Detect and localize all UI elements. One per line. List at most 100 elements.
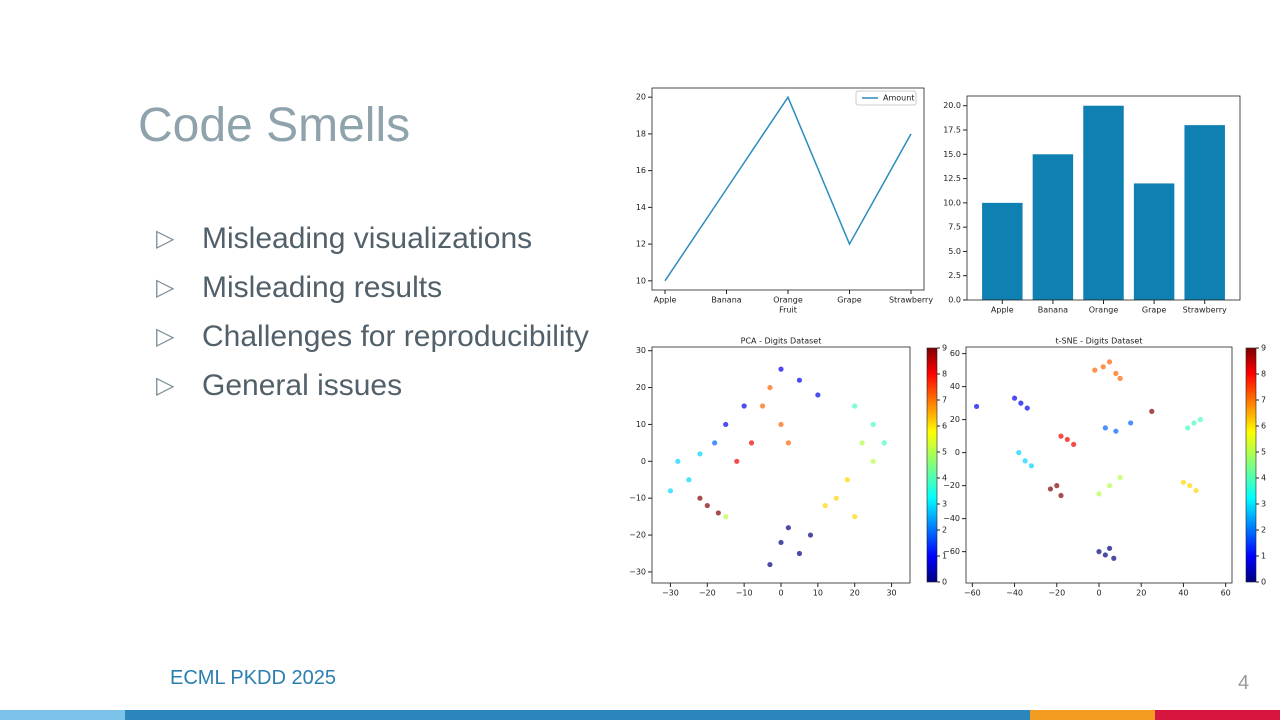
scatter-point bbox=[1016, 450, 1022, 456]
colorbar-tick-label: 6 bbox=[942, 422, 947, 431]
x-tick-label: Apple bbox=[654, 296, 677, 305]
scatter-point bbox=[748, 440, 755, 446]
x-tick-label: 0 bbox=[778, 589, 783, 598]
scatter-point bbox=[807, 532, 814, 538]
colorbar-tick-label: 0 bbox=[942, 578, 947, 587]
scatter-point bbox=[697, 451, 703, 457]
x-tick-label: 0 bbox=[1096, 589, 1101, 598]
scatter-point bbox=[723, 514, 729, 520]
x-tick-label: 30 bbox=[886, 589, 896, 598]
y-tick-label: −60 bbox=[943, 547, 960, 556]
legend-label: Amount bbox=[883, 94, 914, 103]
x-tick-label: −20 bbox=[1048, 589, 1065, 598]
colorbar-tick-label: 5 bbox=[1261, 448, 1266, 457]
x-tick-label: −60 bbox=[964, 589, 981, 598]
y-tick-label: 0 bbox=[641, 457, 646, 466]
colorbar-tick-label: 2 bbox=[1261, 526, 1266, 535]
scatter-point bbox=[1180, 479, 1187, 485]
scatter-point bbox=[852, 514, 858, 520]
colorbar-tick-label: 3 bbox=[942, 500, 947, 509]
bullet: ▷ Misleading visualizations bbox=[156, 221, 533, 255]
scatter-point bbox=[1096, 549, 1102, 555]
scatter-point bbox=[844, 477, 850, 483]
scatter-point bbox=[1193, 487, 1199, 494]
scatter-point bbox=[1106, 545, 1113, 551]
y-tick-label: −20 bbox=[943, 481, 960, 490]
scatter-point bbox=[767, 384, 773, 391]
footer-bar bbox=[1030, 710, 1155, 720]
scatter-point bbox=[759, 403, 766, 409]
y-tick-label: −20 bbox=[629, 531, 646, 540]
y-tick-label: 0 bbox=[955, 448, 960, 457]
scatter-point bbox=[1117, 474, 1123, 480]
colorbar-tick-label: 4 bbox=[1261, 474, 1266, 483]
y-tick-label: −40 bbox=[943, 514, 960, 523]
scatter-point bbox=[1018, 400, 1024, 406]
scatter-point bbox=[1028, 463, 1035, 469]
scatter-point bbox=[1102, 425, 1108, 431]
scatter-point bbox=[715, 510, 721, 516]
scatter-point bbox=[870, 421, 876, 428]
axes-frame bbox=[966, 95, 1241, 301]
scatter-point bbox=[1022, 458, 1028, 464]
scatter-point bbox=[1111, 555, 1117, 561]
scatter-point bbox=[1071, 441, 1077, 447]
y-tick-label: 20.0 bbox=[943, 101, 961, 110]
scatter-point bbox=[822, 502, 828, 509]
y-tick-label: −10 bbox=[629, 494, 646, 503]
colorbar-tick-label: 9 bbox=[942, 344, 947, 353]
colorbar-tick-label: 0 bbox=[1261, 578, 1266, 587]
bullet-list: ▷ Misleading visualizations ▷ Misleading r… bbox=[156, 214, 589, 410]
scatter-point bbox=[859, 440, 865, 446]
scatter-point bbox=[1113, 428, 1119, 434]
y-tick-label: 0.0 bbox=[948, 296, 961, 305]
scatter-point bbox=[723, 421, 729, 428]
colorbar-tick-label: 8 bbox=[1261, 370, 1266, 379]
scatter-point bbox=[1096, 491, 1102, 497]
bullet-text: General issues bbox=[202, 368, 403, 402]
scatter-point bbox=[734, 458, 740, 464]
x-tick-label: Orange bbox=[1089, 306, 1119, 315]
page-number: 4 bbox=[1238, 672, 1250, 694]
scatter-point bbox=[767, 561, 773, 568]
scatter-point bbox=[741, 403, 747, 409]
scatter-point bbox=[1106, 359, 1113, 365]
bar bbox=[1184, 125, 1225, 301]
footer-bar bbox=[0, 710, 125, 720]
scatter-point bbox=[973, 403, 980, 410]
y-tick-label: 10 bbox=[636, 276, 646, 285]
scatter-point bbox=[1054, 483, 1060, 489]
y-tick-label: 17.5 bbox=[943, 126, 961, 135]
x-tick-label: 20 bbox=[850, 589, 860, 598]
footer-bar bbox=[125, 710, 1030, 720]
scatter-point bbox=[796, 550, 803, 557]
scatter-point bbox=[1128, 420, 1134, 426]
scatter-point bbox=[1187, 483, 1193, 489]
y-tick-label: 18 bbox=[636, 129, 646, 138]
scatter-point bbox=[1117, 375, 1123, 381]
x-tick-label: Strawberry bbox=[1183, 306, 1227, 315]
x-tick-label: −40 bbox=[1006, 589, 1023, 598]
scatter-point bbox=[881, 440, 887, 446]
scatter-point bbox=[1149, 408, 1155, 414]
scatter-point bbox=[1047, 486, 1054, 492]
scatter-point bbox=[778, 539, 784, 546]
bullet: ▷ General issues bbox=[156, 368, 403, 402]
y-tick-label: 16 bbox=[636, 166, 646, 175]
axes-frame bbox=[965, 346, 1233, 584]
bullet: ▷ Challenges for reproducibility bbox=[156, 319, 589, 353]
x-tick-label: 40 bbox=[1178, 589, 1188, 598]
bullet: ▷ Misleading results bbox=[156, 270, 443, 304]
scatter-point bbox=[1185, 425, 1191, 431]
chart-title: PCA - Digits Dataset bbox=[741, 337, 822, 346]
y-tick-label: −30 bbox=[629, 567, 646, 576]
bullet-text: Challenges for reproducibility bbox=[202, 319, 589, 353]
scatter-point bbox=[815, 392, 821, 398]
y-tick-label: 20 bbox=[636, 93, 646, 102]
legend-box bbox=[855, 90, 917, 106]
scatter-point bbox=[785, 440, 791, 446]
line-series bbox=[664, 95, 912, 282]
scatter-point bbox=[785, 525, 791, 531]
y-tick-label: 7.5 bbox=[948, 223, 961, 232]
